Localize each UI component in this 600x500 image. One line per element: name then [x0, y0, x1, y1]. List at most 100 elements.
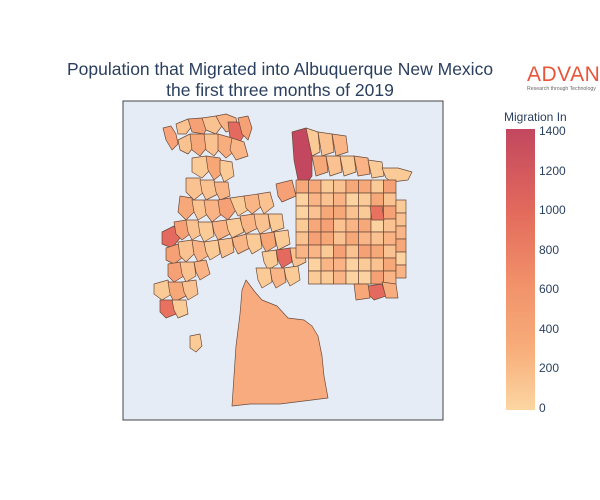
tract-east-grid-cell[interactable] [383, 205, 397, 220]
tract-east-grid-cell[interactable] [333, 270, 347, 285]
tract-east-grid-cell[interactable] [295, 218, 309, 233]
tract-east-grid-cell[interactable] [358, 192, 372, 207]
tract-nw-2[interactable] [175, 118, 193, 135]
tract-w-12[interactable] [243, 193, 263, 215]
tract-n-5[interactable] [325, 155, 343, 177]
tract-east-grid-cell[interactable] [383, 231, 397, 246]
tract-east-grid-cell[interactable] [320, 205, 334, 220]
tract-w-2[interactable] [205, 155, 225, 181]
tract-n-3[interactable] [331, 133, 349, 157]
tract-wc-3[interactable] [185, 219, 203, 241]
tract-nw-4[interactable] [201, 115, 223, 135]
tract-sw-3[interactable] [193, 259, 211, 281]
tract-nw-7[interactable] [237, 115, 253, 141]
tract-east-grid-cell[interactable] [383, 270, 397, 285]
tract-e-3[interactable] [381, 281, 399, 299]
tract-c-1[interactable] [261, 249, 279, 271]
tract-e-4[interactable] [369, 205, 385, 221]
tract-east-grid-cell[interactable] [345, 192, 359, 207]
tract-wc-9[interactable] [267, 213, 285, 233]
tract-c-2[interactable] [275, 247, 293, 269]
tract-c-6[interactable] [283, 265, 301, 287]
tract-east-grid-cell[interactable] [358, 218, 372, 233]
tract-east-grid-cell[interactable] [308, 205, 322, 220]
tract-wc-10[interactable] [165, 243, 183, 265]
tract-sw-4[interactable] [153, 279, 173, 301]
tract-east-grid-cell[interactable] [345, 231, 359, 246]
tract-n-1[interactable] [305, 127, 321, 157]
tract-east-grid-cell[interactable] [320, 257, 334, 272]
tract-w-9[interactable] [203, 199, 223, 223]
tract-east-grid-cell[interactable] [383, 218, 397, 233]
tract-east-grid-cell[interactable] [370, 179, 384, 194]
tract-w-4[interactable] [185, 177, 205, 201]
tract-wc-11[interactable] [177, 239, 195, 263]
tract-east-strip-cell[interactable] [395, 238, 407, 253]
tract-east-grid-cell[interactable] [333, 218, 347, 233]
tract-east-grid-cell[interactable] [333, 192, 347, 207]
tract-sw-1[interactable] [167, 261, 185, 283]
tract-sw-9[interactable] [189, 333, 203, 353]
tract-east-grid-cell[interactable] [345, 218, 359, 233]
tract-east-grid-cell[interactable] [345, 257, 359, 272]
tract-east-strip-cell[interactable] [395, 225, 407, 240]
tract-east-grid-cell[interactable] [333, 231, 347, 246]
tract-wc-8[interactable] [253, 213, 271, 235]
tract-east-grid-cell[interactable] [345, 244, 359, 259]
tract-east-grid-cell[interactable] [308, 192, 322, 207]
tract-wc-7[interactable] [239, 213, 259, 235]
tract-sw-5[interactable] [167, 281, 187, 303]
tract-nw-12[interactable] [229, 137, 249, 161]
tract-east-grid-cell[interactable] [370, 218, 384, 233]
tract-east-grid-cell[interactable] [358, 205, 372, 220]
tract-east-grid-cell[interactable] [333, 244, 347, 259]
tract-east-grid-cell[interactable] [383, 257, 397, 272]
tract-wc-5[interactable] [211, 219, 231, 241]
tract-wc-15[interactable] [231, 233, 251, 255]
tract-w-5[interactable] [199, 179, 219, 201]
tract-east-grid-cell[interactable] [320, 192, 334, 207]
tract-east-grid-cell[interactable] [358, 270, 372, 285]
tract-sw-7[interactable] [159, 299, 177, 319]
tract-nw-1[interactable] [162, 125, 179, 151]
tract-wc-6[interactable] [225, 217, 245, 239]
tract-east-grid-cell[interactable] [358, 179, 372, 194]
tract-wc-13[interactable] [203, 239, 221, 261]
tract-east-grid-cell[interactable] [370, 192, 384, 207]
tract-east-grid-cell[interactable] [383, 244, 397, 259]
tract-east-grid-cell[interactable] [308, 218, 322, 233]
tract-east-grid-cell[interactable] [320, 218, 334, 233]
tract-wc-18[interactable] [273, 229, 291, 251]
tract-east-grid-cell[interactable] [358, 231, 372, 246]
tract-c-5[interactable] [269, 267, 287, 289]
tract-n-2[interactable] [317, 131, 335, 157]
tract-nw-9[interactable] [189, 133, 209, 157]
tract-east-grid-cell[interactable] [333, 179, 347, 194]
tract-east-grid-cell[interactable] [308, 231, 322, 246]
tract-east-strip-cell[interactable] [395, 199, 407, 214]
tract-east-grid-cell[interactable] [295, 231, 309, 246]
tract-wc-2[interactable] [173, 219, 191, 241]
tract-w-3[interactable] [219, 159, 235, 183]
tract-n-8[interactable] [367, 159, 385, 179]
tract-w-7[interactable] [177, 195, 195, 221]
tract-wc-16[interactable] [245, 233, 263, 255]
tract-east-grid-cell[interactable] [383, 192, 397, 207]
tract-east-strip-cell[interactable] [395, 264, 407, 279]
tract-n-7[interactable] [353, 155, 371, 177]
tract-east-grid-cell[interactable] [295, 205, 309, 220]
tract-east-grid-cell[interactable] [308, 179, 322, 194]
tract-east-grid-cell[interactable] [345, 179, 359, 194]
tract-n-9[interactable] [381, 167, 413, 183]
tract-east-grid-cell[interactable] [370, 257, 384, 272]
tract-e-2[interactable] [353, 283, 371, 301]
tract-w-1[interactable] [191, 155, 211, 179]
tract-w-10[interactable] [217, 197, 237, 221]
tract-wc-4[interactable] [197, 221, 215, 243]
tract-east-grid-cell[interactable] [370, 231, 384, 246]
tract-sw-8[interactable] [171, 299, 189, 319]
tract-east-grid-cell[interactable] [295, 179, 309, 194]
tract-east-grid-cell[interactable] [295, 192, 309, 207]
tract-sw-2[interactable] [179, 261, 197, 283]
tract-east-grid-cell[interactable] [320, 270, 334, 285]
